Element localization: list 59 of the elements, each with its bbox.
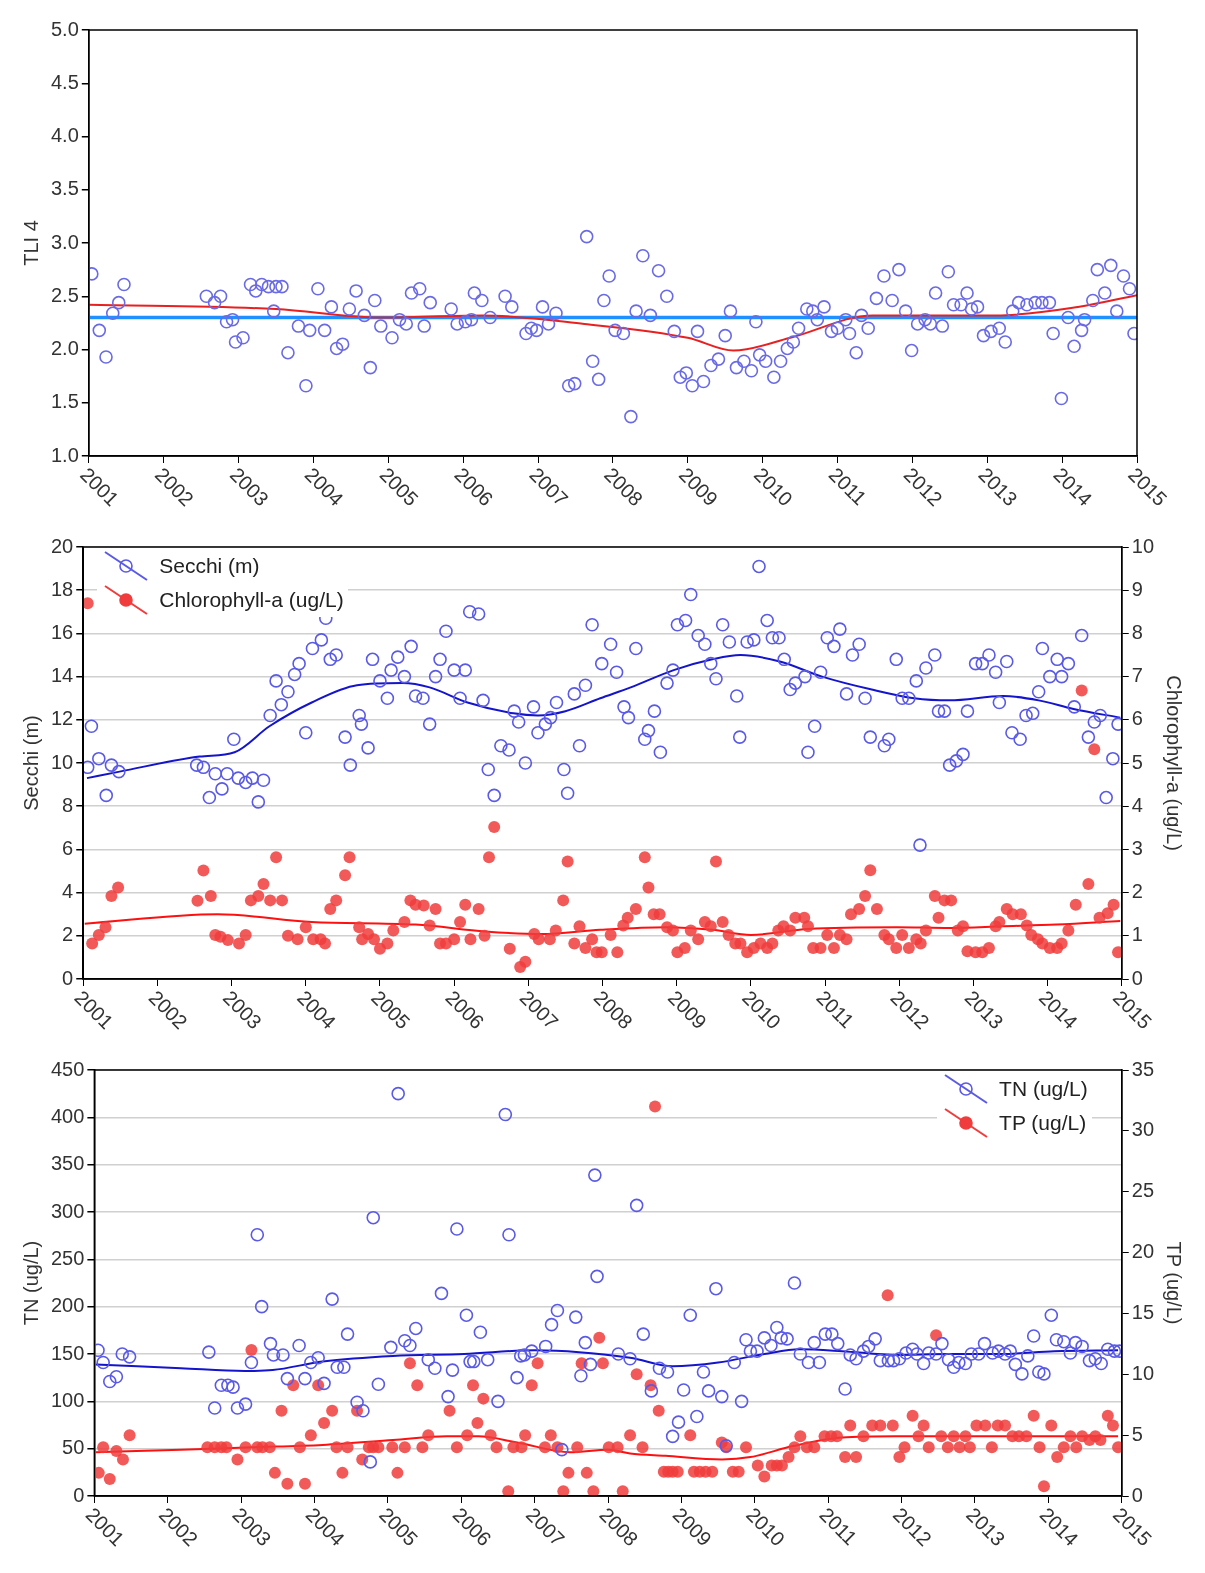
y-tick-label: 0 (73, 1483, 85, 1506)
line-series (85, 654, 1122, 780)
y-tick-label: 12 (51, 707, 74, 730)
y-tick-label: 4.0 (50, 124, 79, 147)
y-tick-label: 450 (50, 1057, 85, 1080)
y-tick-label: 5.0 (50, 17, 79, 40)
y2-tick-label: 3 (1131, 836, 1143, 859)
y-tick-label: 16 (51, 620, 74, 643)
y-tick-label: 50 (62, 1436, 85, 1459)
y-tick-label: 4.5 (50, 70, 79, 93)
y-tick-label: 3.5 (50, 177, 79, 200)
y-tick-label: 4 (62, 880, 74, 903)
y2-tick-label: 10 (1131, 1361, 1154, 1384)
y-axis-title: TLI 4 (19, 220, 42, 266)
y2-tick-label: 5 (1131, 1422, 1143, 1445)
y2-tick-label: 0 (1131, 966, 1143, 989)
y-tick-label: 2.5 (50, 283, 79, 306)
y-tick-label: 10 (51, 750, 74, 773)
y2-tick-label: 1 (1131, 923, 1143, 946)
y-tick-label: 20 (51, 534, 74, 557)
y-tick-label: 18 (51, 577, 74, 600)
y2-tick-label: 0 (1131, 1483, 1143, 1506)
y-tick-label: 400 (50, 1104, 85, 1127)
y-tick-label: 250 (50, 1246, 85, 1269)
y2-tick-label: 30 (1131, 1118, 1154, 1141)
y2-tick-label: 10 (1131, 534, 1154, 557)
y-tick-label: 1.0 (50, 443, 79, 466)
y-tick-label: 2 (62, 923, 74, 946)
y2-tick-label: 35 (1131, 1057, 1154, 1080)
y-tick-label: 350 (50, 1152, 85, 1175)
y2-axis-title: TP (ug/L) (1163, 1241, 1186, 1325)
y2-tick-label: 8 (1131, 620, 1143, 643)
y2-tick-label: 25 (1131, 1179, 1154, 1202)
legend-label: TN (ug/L) (999, 1077, 1088, 1101)
y2-tick-label: 5 (1131, 750, 1143, 773)
y2-tick-label: 6 (1131, 707, 1143, 730)
y-tick-label: 150 (50, 1341, 85, 1364)
y-tick-label: 6 (62, 836, 74, 859)
y-axis-title: Secchi (m) (19, 715, 42, 811)
y-tick-label: 8 (62, 793, 74, 816)
y2-tick-label: 15 (1131, 1300, 1154, 1323)
y2-tick-label: 2 (1131, 880, 1143, 903)
y-tick-label: 300 (50, 1199, 85, 1222)
y2-tick-label: 9 (1131, 577, 1143, 600)
y-tick-label: 200 (50, 1294, 85, 1317)
y-tick-label: 0 (62, 966, 74, 989)
legend-label: Secchi (m) (159, 554, 260, 578)
y-tick-label: 1.5 (50, 390, 79, 413)
legend-label: TP (ug/L) (999, 1111, 1087, 1135)
y-axis-title: TN (ug/L) (19, 1240, 42, 1326)
y2-tick-label: 4 (1131, 793, 1143, 816)
y2-axis-title: Chlorophyll-a (ug/L) (1163, 675, 1186, 851)
legend-label: Chlorophyll-a (ug/L) (159, 588, 344, 612)
y-tick-label: 14 (51, 664, 74, 687)
y-tick-label: 2.0 (50, 337, 79, 360)
y-tick-label: 3.0 (50, 230, 79, 253)
y-tick-label: 100 (50, 1388, 85, 1411)
y2-tick-label: 7 (1131, 664, 1143, 687)
y2-tick-label: 20 (1131, 1240, 1154, 1263)
